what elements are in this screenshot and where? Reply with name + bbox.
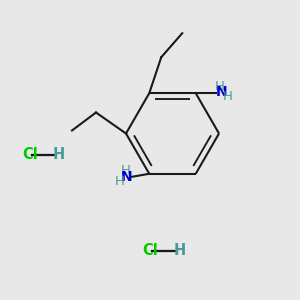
Text: Cl: Cl bbox=[22, 147, 38, 162]
Text: H: H bbox=[174, 243, 186, 258]
Text: H: H bbox=[120, 164, 130, 177]
Text: N: N bbox=[121, 170, 133, 184]
Text: Cl: Cl bbox=[142, 243, 158, 258]
Text: H: H bbox=[223, 90, 233, 103]
Text: H: H bbox=[52, 147, 64, 162]
Text: H: H bbox=[215, 80, 225, 93]
Text: N: N bbox=[215, 85, 227, 99]
Text: H: H bbox=[115, 175, 125, 188]
